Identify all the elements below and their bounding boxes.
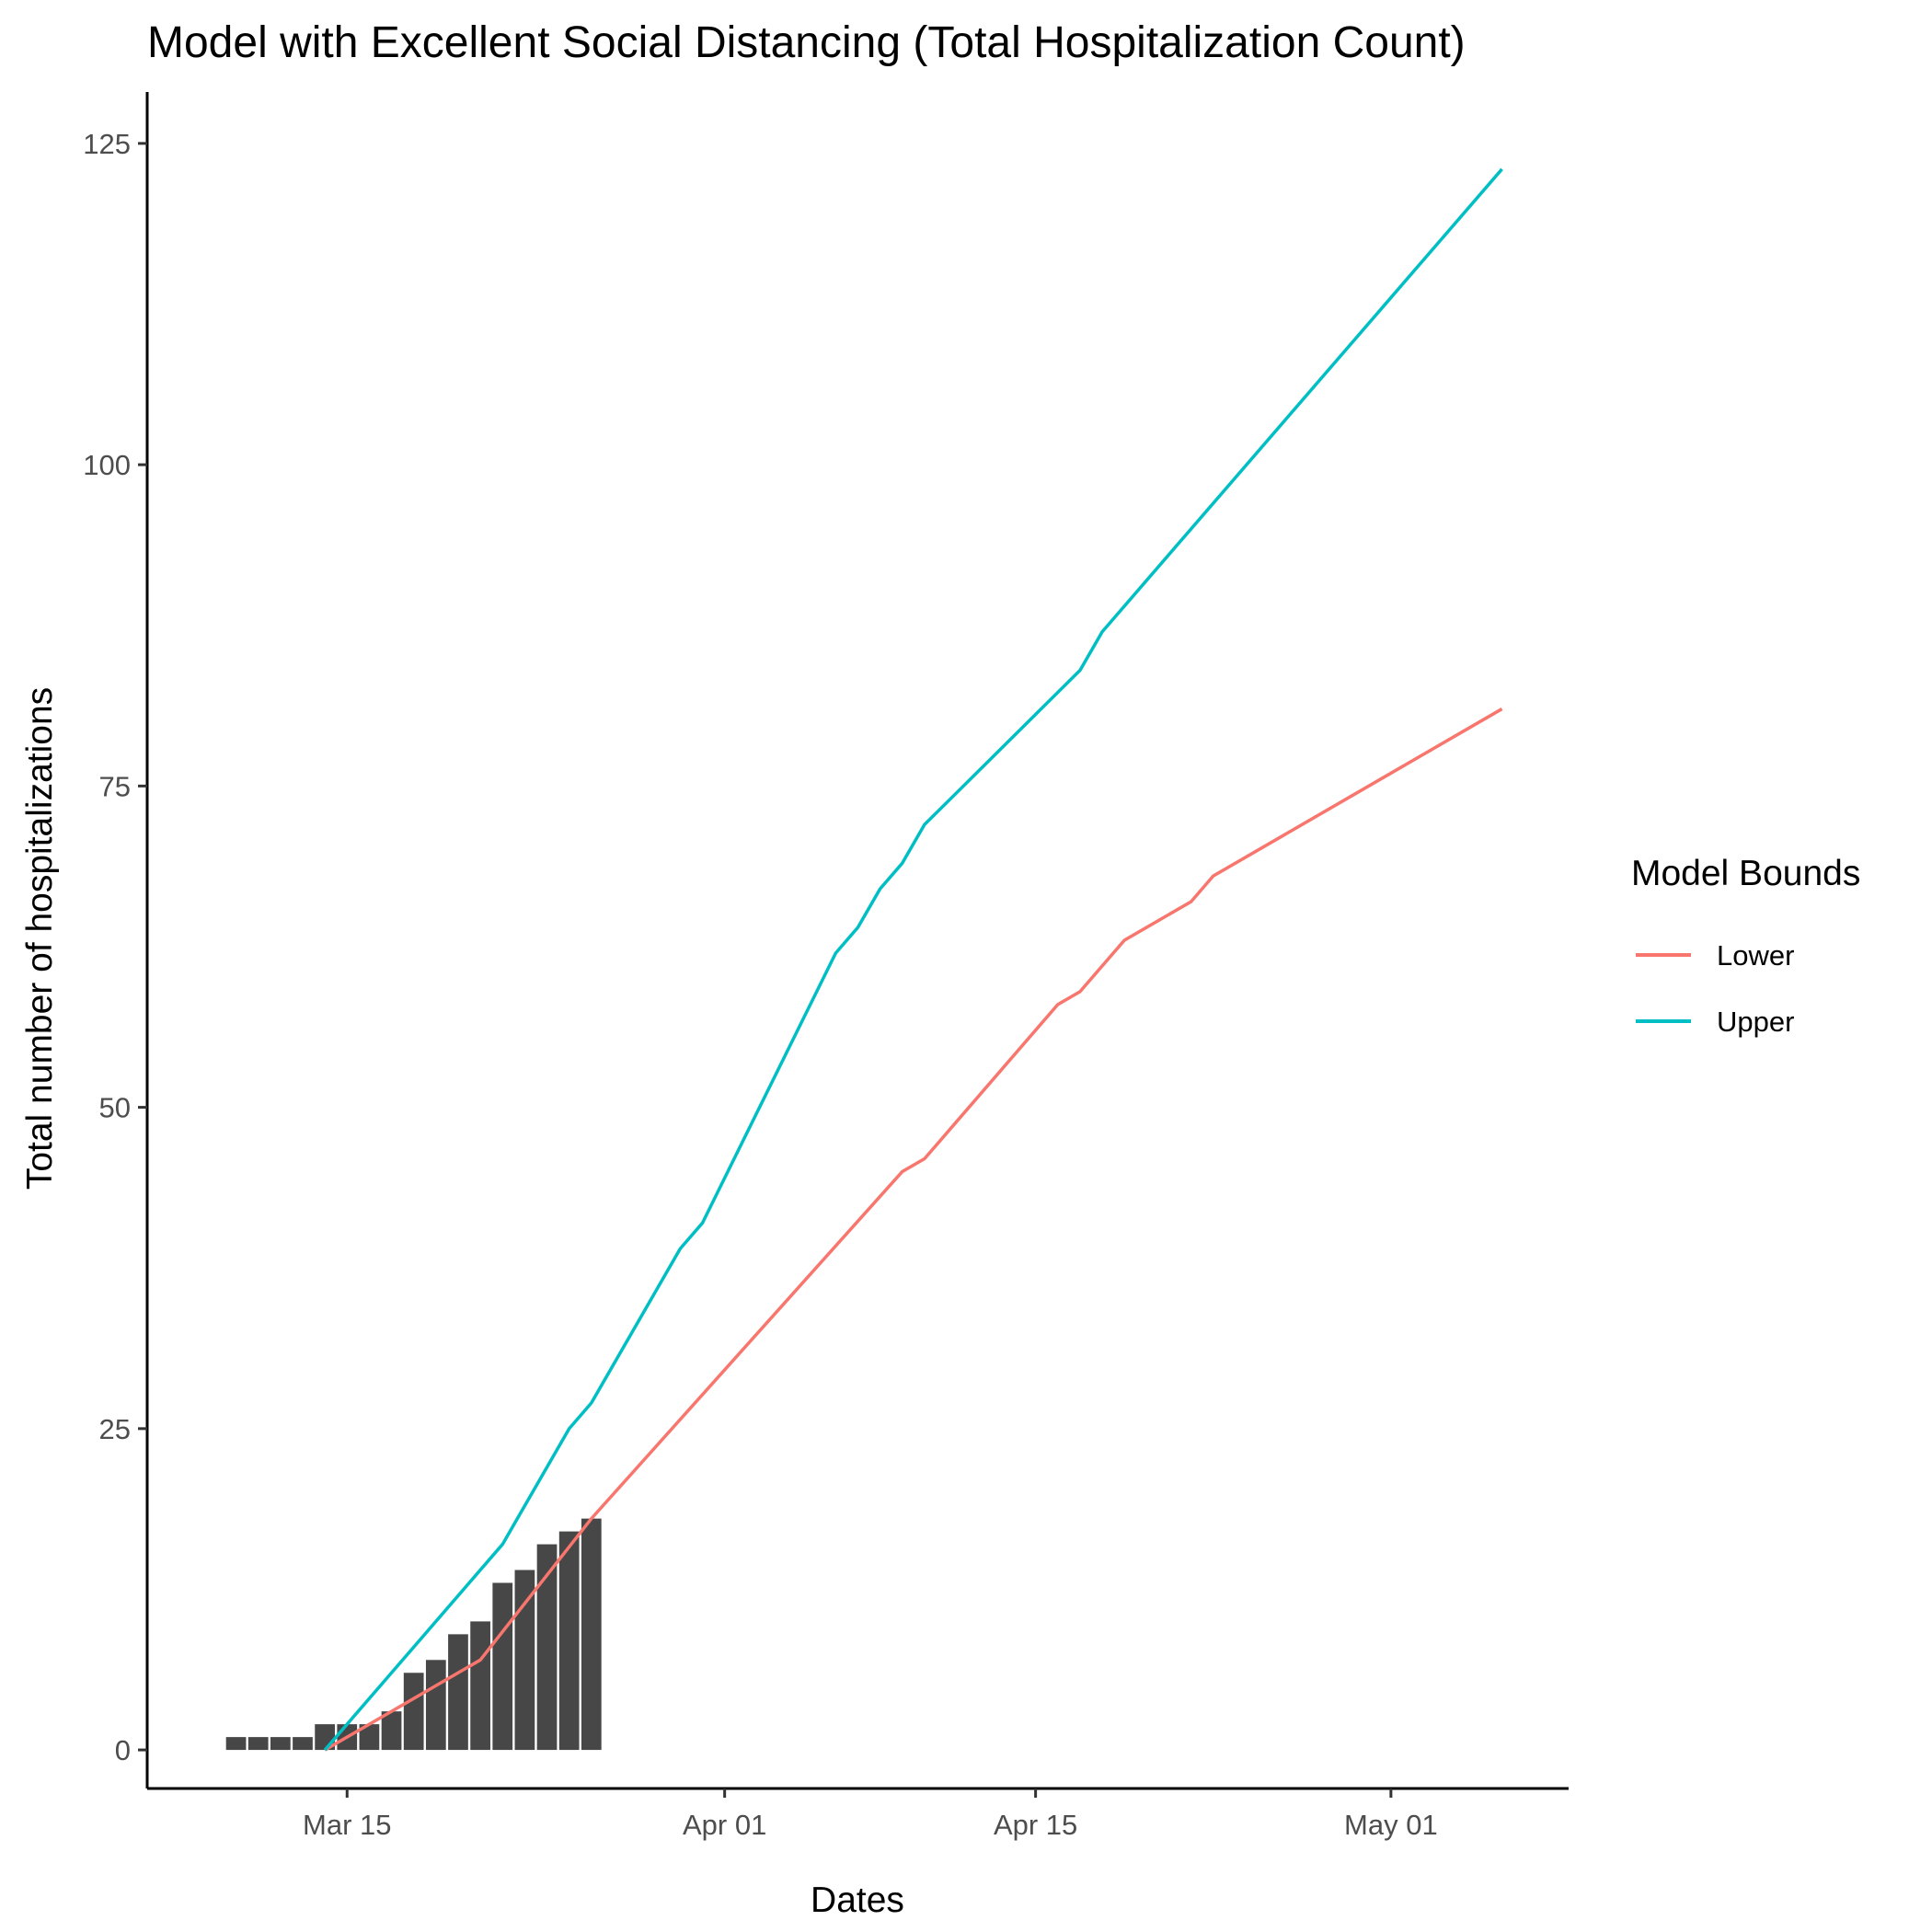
y-tick-label: 50	[99, 1092, 131, 1124]
series-line-upper	[323, 167, 1503, 1752]
x-tick-label: Mar 15	[303, 1809, 391, 1841]
bar-16	[581, 1518, 602, 1751]
chart-title: Model with Excellent Social Distancing (…	[147, 18, 1466, 67]
bar-15	[558, 1531, 580, 1751]
bar-8	[403, 1673, 424, 1751]
legend-label-upper: Upper	[1717, 1006, 1794, 1038]
legend-items: Lower Upper	[1636, 939, 1794, 1038]
bar-2	[270, 1737, 291, 1751]
x-axis-ticks: Mar 15 Apr 01 Apr 15 May 01	[303, 1788, 1438, 1841]
x-tick-label: May 01	[1344, 1809, 1438, 1841]
bar-13	[514, 1570, 535, 1751]
bar-10	[448, 1634, 468, 1751]
y-axis-ticks: 0 25 50 75 100 125	[83, 128, 147, 1766]
x-axis-title: Dates	[811, 1880, 904, 1920]
y-tick-label: 125	[83, 128, 131, 160]
bar-0	[225, 1737, 247, 1751]
bar-1	[247, 1737, 269, 1751]
bar-7	[381, 1711, 402, 1751]
y-tick-label: 0	[115, 1734, 131, 1766]
bar-group	[225, 1518, 602, 1751]
x-tick-label: Apr 01	[683, 1809, 766, 1841]
bar-9	[425, 1660, 446, 1751]
bar-3	[293, 1737, 313, 1751]
bar-6	[359, 1724, 380, 1751]
legend-title: Model Bounds	[1631, 854, 1860, 893]
y-tick-label: 75	[99, 770, 131, 802]
x-tick-label: Apr 15	[994, 1809, 1077, 1841]
bar-11	[470, 1621, 490, 1751]
y-tick-label: 100	[83, 449, 131, 481]
bar-14	[536, 1544, 558, 1751]
plot-area	[225, 167, 1503, 1752]
y-tick-label: 25	[99, 1413, 131, 1445]
series-line-lower	[324, 707, 1503, 1752]
line-group	[323, 167, 1503, 1752]
legend-label-lower: Lower	[1717, 939, 1794, 972]
legend: Model Bounds Lower Upper	[1631, 854, 1860, 1038]
bar-12	[492, 1582, 513, 1751]
y-axis-title: Total number of hospitalizations	[20, 687, 60, 1190]
